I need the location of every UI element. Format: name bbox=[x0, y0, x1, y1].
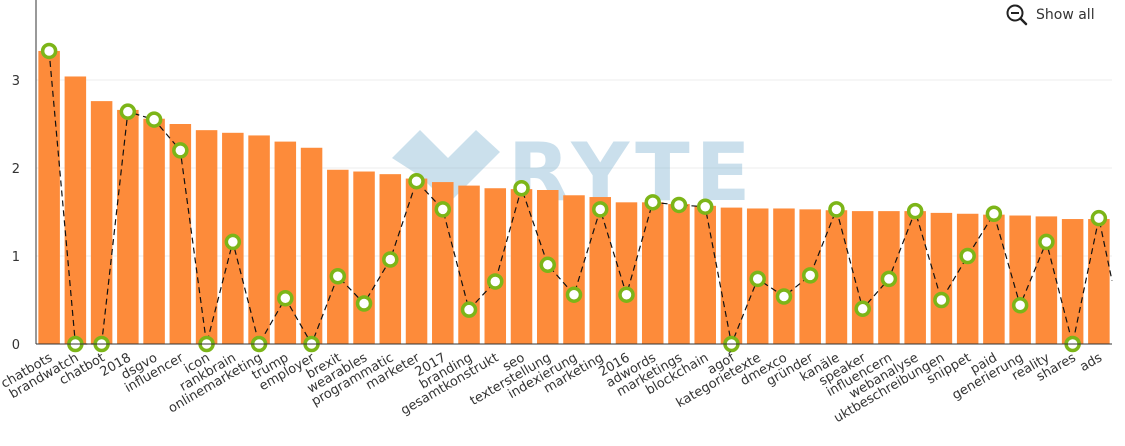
bar[interactable] bbox=[615, 202, 638, 344]
y-tick-label: 3 bbox=[12, 74, 20, 89]
bar[interactable] bbox=[668, 204, 690, 344]
line-point[interactable] bbox=[355, 295, 373, 312]
line-point[interactable] bbox=[854, 300, 871, 318]
line-point[interactable] bbox=[618, 286, 635, 303]
bar[interactable] bbox=[956, 213, 979, 344]
axes bbox=[35, 0, 1112, 345]
line-point[interactable] bbox=[933, 291, 950, 309]
line-point[interactable] bbox=[172, 142, 189, 159]
line-point[interactable] bbox=[460, 301, 478, 318]
line-point[interactable] bbox=[1038, 233, 1055, 251]
line-point[interactable] bbox=[40, 42, 58, 60]
line-point[interactable] bbox=[801, 267, 819, 284]
bar[interactable] bbox=[143, 118, 165, 344]
bar[interactable] bbox=[563, 195, 585, 344]
line-point[interactable] bbox=[985, 205, 1003, 223]
line-point[interactable] bbox=[1011, 297, 1029, 314]
line-point[interactable] bbox=[959, 247, 976, 265]
bar[interactable] bbox=[64, 76, 87, 344]
line-points bbox=[40, 42, 1108, 353]
y-tick-labels: 0 1 2 3 bbox=[12, 74, 20, 353]
y-tick-label: 2 bbox=[12, 162, 20, 177]
line-point[interactable] bbox=[513, 179, 530, 197]
bar[interactable] bbox=[1009, 215, 1031, 344]
ryte-logo-icon bbox=[392, 130, 500, 204]
bar[interactable] bbox=[773, 208, 795, 344]
bar[interactable] bbox=[589, 197, 612, 344]
bar[interactable] bbox=[248, 135, 270, 344]
bar[interactable] bbox=[432, 182, 454, 344]
line-point[interactable] bbox=[565, 286, 583, 303]
bar[interactable] bbox=[274, 141, 297, 344]
line-point[interactable] bbox=[749, 270, 766, 288]
bar[interactable] bbox=[484, 188, 507, 344]
line-point[interactable] bbox=[670, 196, 688, 214]
show-all-button[interactable]: Show all bbox=[1006, 3, 1095, 27]
y-tick-label: 1 bbox=[12, 250, 20, 265]
bar[interactable] bbox=[90, 101, 113, 345]
line-point[interactable] bbox=[277, 289, 294, 307]
series-line bbox=[48, 50, 1113, 347]
bar[interactable] bbox=[904, 211, 926, 344]
line-point[interactable] bbox=[880, 270, 898, 288]
line-point[interactable] bbox=[906, 202, 924, 220]
line-point[interactable] bbox=[329, 267, 347, 285]
y-tick-label: 0 bbox=[12, 338, 20, 353]
bar[interactable] bbox=[327, 169, 349, 344]
bar[interactable] bbox=[169, 124, 192, 344]
line-point[interactable] bbox=[119, 103, 137, 120]
bar[interactable] bbox=[825, 210, 848, 344]
line-point[interactable] bbox=[539, 256, 557, 274]
bar[interactable] bbox=[195, 130, 218, 344]
line-point[interactable] bbox=[775, 288, 793, 305]
line-point[interactable] bbox=[382, 251, 399, 268]
line-point[interactable] bbox=[591, 201, 609, 218]
bar[interactable] bbox=[458, 185, 480, 344]
bar[interactable] bbox=[300, 147, 323, 344]
bar[interactable] bbox=[1088, 219, 1110, 344]
bar[interactable] bbox=[720, 207, 743, 344]
bar[interactable] bbox=[641, 202, 664, 344]
line-point[interactable] bbox=[145, 111, 163, 128]
bar[interactable] bbox=[1035, 216, 1058, 344]
line-point[interactable] bbox=[434, 201, 452, 218]
bar[interactable] bbox=[405, 178, 428, 344]
line-point[interactable] bbox=[1090, 209, 1108, 227]
x-tick-labels: chatbotsbrandwatchchatbot2018dsgvoinflue… bbox=[0, 350, 1105, 426]
x-tick-label: ads bbox=[1077, 350, 1105, 375]
line-point[interactable] bbox=[696, 198, 714, 215]
bar[interactable] bbox=[38, 50, 60, 345]
bar[interactable] bbox=[353, 171, 375, 344]
bar[interactable] bbox=[930, 212, 953, 344]
zoom-out-icon bbox=[1006, 4, 1028, 26]
line-point[interactable] bbox=[644, 194, 661, 211]
line-point[interactable] bbox=[224, 233, 242, 251]
line-point[interactable] bbox=[828, 201, 845, 218]
bar[interactable] bbox=[694, 205, 716, 344]
bar[interactable] bbox=[117, 109, 139, 344]
line-point[interactable] bbox=[408, 172, 425, 190]
bar[interactable] bbox=[510, 189, 533, 344]
bar[interactable] bbox=[1061, 219, 1084, 344]
line-point[interactable] bbox=[487, 273, 504, 290]
show-all-label: Show all bbox=[1036, 7, 1095, 23]
bar[interactable] bbox=[851, 211, 874, 344]
bar[interactable] bbox=[983, 214, 1005, 344]
